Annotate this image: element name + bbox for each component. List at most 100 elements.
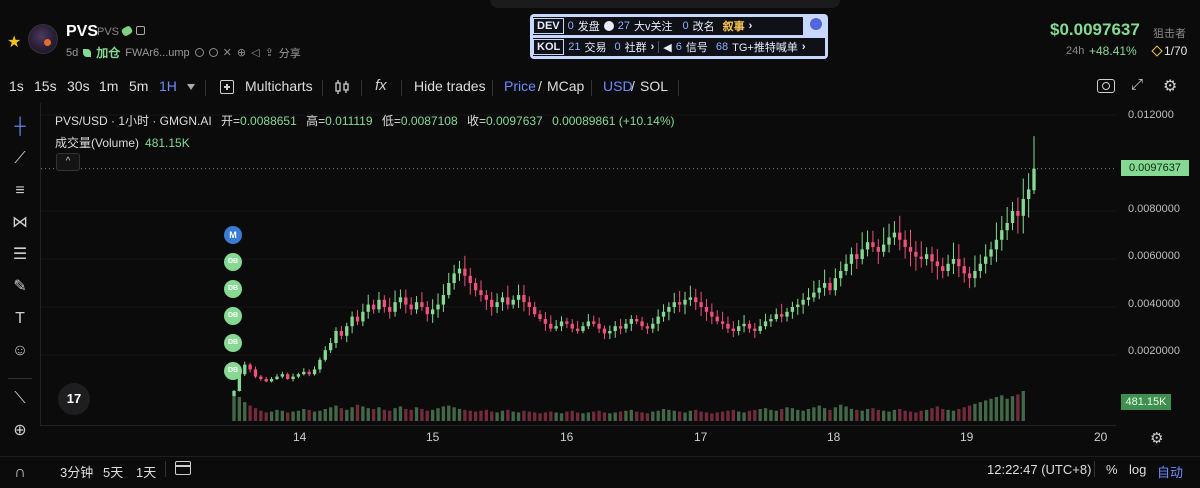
- expand-icon[interactable]: ⤢: [1131, 76, 1144, 93]
- range-1d[interactable]: 1天: [136, 465, 157, 480]
- divider: [205, 80, 206, 96]
- star-icon[interactable]: ★: [7, 34, 22, 51]
- brush-icon[interactable]: ✎: [13, 278, 27, 295]
- fib-icon[interactable]: ☰: [12, 246, 28, 263]
- interval-30s[interactable]: 30s: [67, 78, 90, 94]
- price-axis[interactable]: 0.012000 0.0080000 0.0060000 0.0040000 0…: [1116, 103, 1200, 425]
- share-icon[interactable]: ⇪: [264, 47, 274, 59]
- hide-trades-button[interactable]: Hide trades: [414, 78, 486, 94]
- volume-bar: [1010, 396, 1015, 421]
- x-icon[interactable]: ✕: [222, 47, 232, 59]
- range-3min[interactable]: 3分钟: [60, 465, 94, 480]
- volume-bar: [790, 408, 795, 421]
- chevron-right-icon[interactable]: ›: [748, 20, 753, 32]
- zoom-icon[interactable]: ⊕: [13, 422, 27, 439]
- indicators-button[interactable]: fx: [375, 77, 387, 94]
- candle: [924, 254, 929, 259]
- divider: [678, 80, 679, 96]
- interval-15s[interactable]: 15s: [34, 78, 57, 94]
- sol-toggle[interactable]: SOL: [640, 78, 669, 94]
- candle-type-icon[interactable]: [335, 79, 349, 95]
- add-position-button[interactable]: 加仓: [96, 46, 121, 60]
- share-button[interactable]: 分享: [278, 47, 301, 60]
- interval-1h[interactable]: 1H: [159, 78, 177, 94]
- candlestick-chart[interactable]: [41, 103, 1117, 425]
- calendar-icon[interactable]: [174, 461, 191, 475]
- badge-icon: [603, 21, 614, 31]
- sniper-label: 狙击者: [1153, 28, 1186, 40]
- candle: [785, 311, 789, 317]
- candle: [753, 328, 757, 331]
- chart-area[interactable]: [40, 103, 1117, 425]
- log-toggle[interactable]: log: [1129, 462, 1147, 477]
- volume-bar: [586, 412, 591, 421]
- refresh-icon[interactable]: [810, 18, 822, 30]
- copy-address-icon[interactable]: [194, 48, 204, 57]
- divider: [361, 80, 362, 96]
- marker-db[interactable]: DB: [224, 362, 242, 380]
- price-toggle[interactable]: Price: [504, 78, 536, 94]
- copy-icon[interactable]: [136, 26, 145, 35]
- divider: [492, 80, 493, 96]
- multicharts-icon[interactable]: [220, 80, 234, 94]
- narrative-link[interactable]: 叙事: [722, 21, 745, 33]
- interval-1m[interactable]: 1m: [99, 78, 119, 94]
- range-5d[interactable]: 5天: [103, 465, 124, 480]
- marker-db[interactable]: DB: [224, 253, 242, 271]
- chevron-right-icon[interactable]: ›: [650, 41, 655, 53]
- token-address[interactable]: FWAr6...ump: [125, 46, 190, 59]
- camera-icon[interactable]: [1097, 79, 1115, 93]
- magnet-icon[interactable]: ∩: [14, 464, 26, 481]
- candle: [731, 328, 735, 331]
- divider: [658, 41, 660, 53]
- interval-5m[interactable]: 5m: [129, 78, 149, 94]
- candle: [586, 321, 591, 327]
- trendline-icon[interactable]: ⟋: [14, 150, 26, 167]
- horizontal-lines-icon[interactable]: ≡: [15, 182, 25, 199]
- crosshair-icon[interactable]: ┼: [14, 118, 26, 135]
- globe-icon[interactable]: ⊕: [236, 47, 247, 59]
- auto-toggle[interactable]: 自动: [1157, 465, 1184, 480]
- usd-toggle[interactable]: USD: [603, 78, 633, 94]
- multicharts-button[interactable]: Multicharts: [245, 78, 313, 94]
- volume-bar: [737, 411, 741, 421]
- chevron-right-icon[interactable]: ›: [801, 41, 806, 53]
- candle: [699, 302, 703, 307]
- marker-m[interactable]: M: [224, 226, 242, 244]
- volume-bar: [699, 411, 703, 421]
- axis-settings-icon[interactable]: ⚙: [1150, 430, 1164, 447]
- marker-db[interactable]: DB: [224, 307, 242, 325]
- search-icon[interactable]: [208, 48, 218, 57]
- volume-bar: [898, 409, 902, 421]
- percent-toggle[interactable]: %: [1106, 462, 1118, 477]
- candle: [382, 299, 386, 307]
- marker-db[interactable]: DB: [224, 280, 242, 298]
- candle: [742, 323, 746, 327]
- candle: [302, 371, 306, 375]
- sniper-rank-value: 1/70: [1164, 44, 1188, 58]
- sniper-rank[interactable]: 1/70: [1151, 44, 1188, 58]
- mcap-toggle[interactable]: MCap: [547, 78, 585, 94]
- volume-bar: [275, 409, 279, 421]
- settings-icon[interactable]: ⚙: [1163, 78, 1178, 95]
- candle: [447, 283, 451, 295]
- volume-bar: [296, 410, 301, 421]
- ruler-icon[interactable]: ⟍: [14, 390, 26, 407]
- pattern-icon[interactable]: ⋈: [12, 214, 28, 231]
- low-value: 0.0087108: [400, 114, 458, 128]
- time-axis[interactable]: [40, 425, 1116, 451]
- collapse-legend-button[interactable]: ^: [56, 153, 80, 171]
- emoji-icon[interactable]: ☺: [11, 342, 29, 359]
- candle: [839, 271, 843, 279]
- interval-dropdown-icon[interactable]: [187, 84, 195, 90]
- telegram-icon[interactable]: ◁: [251, 47, 260, 59]
- marker-db[interactable]: DB: [224, 334, 242, 352]
- tradingview-logo[interactable]: 17: [58, 383, 90, 415]
- text-icon[interactable]: T: [15, 310, 25, 327]
- token-symbol: PVS: [97, 26, 120, 38]
- interval-1s[interactable]: 1s: [9, 78, 24, 94]
- clock[interactable]: 12:22:47 (UTC+8): [987, 462, 1092, 477]
- candle: [747, 323, 752, 329]
- volume-bar: [570, 410, 574, 421]
- candle: [667, 307, 671, 312]
